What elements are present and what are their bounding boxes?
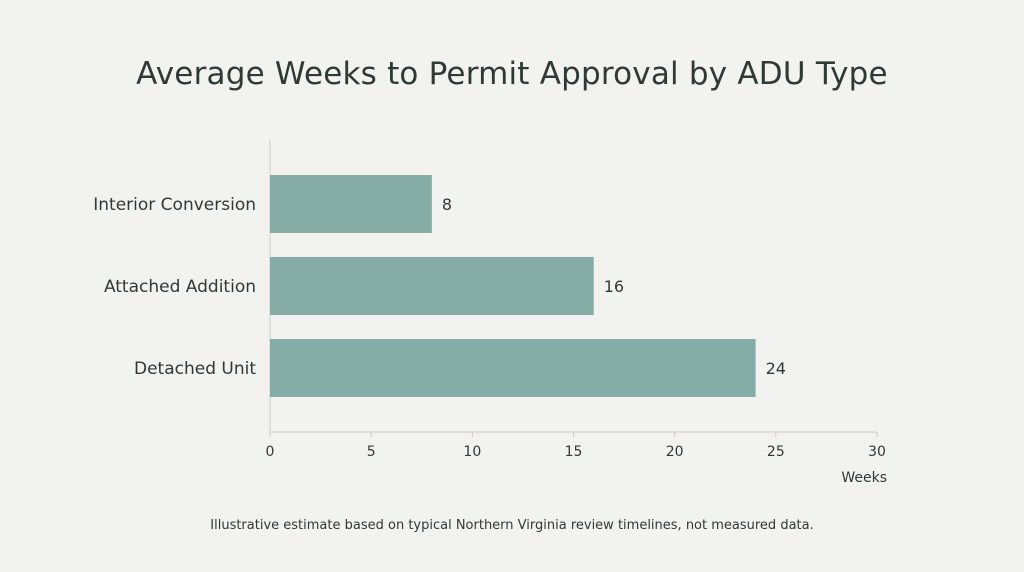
category-label: Attached Addition	[104, 277, 256, 297]
value-label: 16	[604, 277, 624, 296]
category-label: Interior Conversion	[93, 195, 256, 215]
x-tick-label: 15	[565, 444, 583, 460]
x-tick-label: 5	[367, 444, 376, 460]
value-label: 24	[766, 359, 786, 378]
bar-interior-conversion	[270, 175, 432, 233]
bar-detached-unit	[270, 339, 756, 397]
x-tick-label: 20	[666, 444, 684, 460]
category-label: Detached Unit	[134, 359, 256, 379]
x-tick-label: 25	[767, 444, 785, 460]
x-tick-label: 10	[463, 444, 481, 460]
chart-title: Average Weeks to Permit Approval by ADU …	[136, 56, 888, 92]
x-tick-label: 30	[868, 444, 886, 460]
bar-attached-addition	[270, 257, 594, 315]
value-label: 8	[442, 195, 452, 214]
x-tick-label: 0	[266, 444, 275, 460]
chart-caption: Illustrative estimate based on typical N…	[210, 518, 814, 533]
x-axis-title: Weeks	[841, 470, 887, 486]
